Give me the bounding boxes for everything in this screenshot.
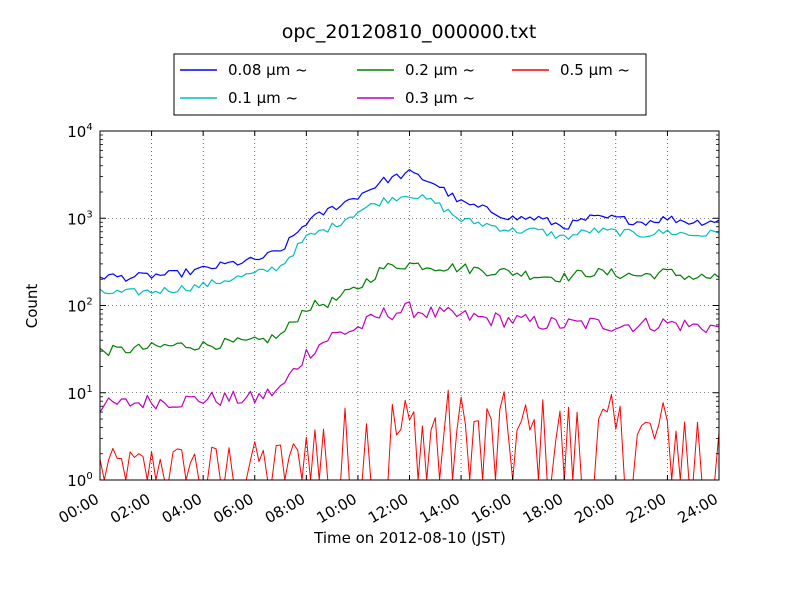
legend-label: 0.2 μm ~: [405, 61, 475, 79]
legend: 0.08 μm ~ 0.1 μm ~ 0.2 μm ~ 0.3 μm ~ 0.5 μm …: [173, 53, 647, 116]
legend-label: 0.3 μm ~: [405, 89, 475, 107]
x-axis-label: Time on 2012-08-10 (JST): [313, 529, 506, 547]
legend-label: 0.1 μm ~: [228, 89, 298, 107]
series-line: [99, 262, 720, 357]
legend-label: 0.5 μm ~: [560, 61, 630, 79]
legend-label: 0.08 μm ~: [228, 61, 308, 79]
series-line: [99, 169, 720, 282]
axis-ticks: [99, 130, 720, 481]
chart-title: opc_20120810_000000.txt: [282, 21, 537, 43]
series-line: [99, 194, 720, 296]
series-line: [99, 301, 720, 413]
legend-box: [173, 53, 647, 116]
y-axis-label: Count: [23, 284, 41, 329]
